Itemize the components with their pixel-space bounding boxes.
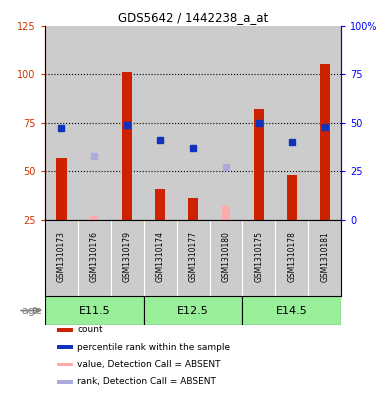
Text: GSM1310178: GSM1310178	[287, 231, 296, 282]
Text: GSM1310181: GSM1310181	[320, 231, 329, 282]
Bar	[144, 26, 177, 220]
Bar	[254, 109, 264, 220]
Text: GSM1310179: GSM1310179	[123, 231, 132, 282]
Bar	[45, 26, 78, 220]
Bar	[56, 158, 67, 220]
Bar	[122, 72, 133, 220]
Bar	[111, 26, 144, 220]
Bar	[243, 296, 341, 325]
Text: GSM1310175: GSM1310175	[254, 231, 263, 282]
Bar	[287, 175, 297, 220]
Bar	[209, 26, 243, 220]
Text: percentile rank within the sample: percentile rank within the sample	[78, 343, 230, 352]
Bar	[222, 206, 230, 220]
Text: GSM1310177: GSM1310177	[188, 231, 198, 282]
Text: E14.5: E14.5	[276, 305, 308, 316]
Text: value, Detection Call = ABSENT: value, Detection Call = ABSENT	[78, 360, 221, 369]
Text: GSM1310174: GSM1310174	[156, 231, 165, 282]
Text: E12.5: E12.5	[177, 305, 209, 316]
Bar	[57, 380, 73, 384]
Text: GSM1310176: GSM1310176	[90, 231, 99, 282]
Bar	[188, 198, 199, 220]
Bar	[57, 363, 73, 366]
Bar	[177, 26, 209, 220]
Bar	[78, 26, 111, 220]
Bar	[155, 189, 165, 220]
Bar	[90, 216, 98, 220]
Bar	[275, 26, 308, 220]
Bar	[57, 345, 73, 349]
Text: E11.5: E11.5	[78, 305, 110, 316]
Bar	[144, 296, 243, 325]
Text: rank, Detection Call = ABSENT: rank, Detection Call = ABSENT	[78, 377, 216, 386]
Bar	[243, 26, 275, 220]
Bar	[45, 296, 144, 325]
Text: GSM1310173: GSM1310173	[57, 231, 66, 282]
Text: GSM1310180: GSM1310180	[222, 231, 230, 282]
Text: age: age	[21, 305, 42, 316]
Text: count: count	[78, 325, 103, 334]
Bar	[308, 26, 341, 220]
Bar	[57, 328, 73, 332]
Bar	[319, 64, 330, 220]
Title: GDS5642 / 1442238_a_at: GDS5642 / 1442238_a_at	[118, 11, 268, 24]
